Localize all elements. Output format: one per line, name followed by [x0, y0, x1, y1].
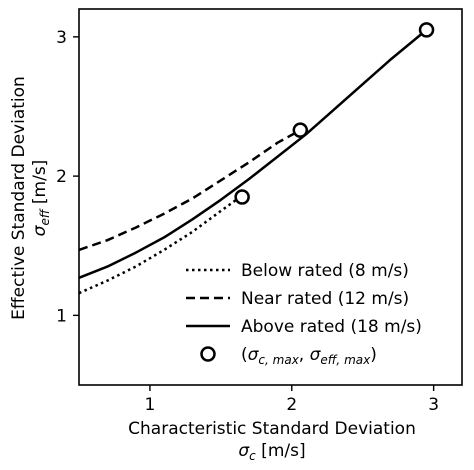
legend-swatch-marker: [200, 346, 216, 362]
max-point-marker: [292, 122, 309, 138]
legend: Below rated (8 m/s) Near rated (12 m/s) …: [186, 261, 422, 367]
marker-layer: [234, 22, 435, 205]
series-layer: [78, 28, 428, 295]
y-tick-label: 1: [56, 306, 67, 326]
series-below-rated-line: [78, 194, 243, 295]
series-near-rated-line: [78, 129, 301, 252]
max-point-marker: [234, 189, 250, 205]
series-above-rated-line: [78, 28, 428, 279]
y-tick-label: 3: [56, 28, 67, 48]
legend-marker-symbol-1: σ: [248, 345, 260, 365]
y-axis-label: Effective Standard Deviation: [9, 76, 29, 320]
legend-label-below: Below rated (8 m/s): [241, 261, 409, 281]
tick-layer: 1 2 3 1 2 3: [56, 28, 439, 415]
plot-frame: [78, 8, 463, 386]
x-tick-label: 3: [428, 395, 439, 415]
y-tick-label: 2: [56, 167, 67, 187]
y-axis-label-symbol: σeff [m/s]: [30, 160, 52, 237]
max-point-marker: [418, 22, 435, 38]
legend-marker-symbol-2: σ: [310, 345, 322, 365]
x-axis-label: Characteristic Standard Deviation: [128, 419, 416, 439]
legend-label-above: Above rated (18 m/s): [241, 317, 422, 337]
legend-label-near: Near rated (12 m/s): [241, 289, 409, 309]
legend-marker-sub-2: eff, max: [320, 353, 371, 367]
x-tick-label: 1: [145, 395, 156, 415]
x-tick-label: 2: [286, 395, 297, 415]
x-axis-label-symbol: σc [m/s]: [238, 441, 305, 463]
legend-marker-sub-1: c, max: [258, 353, 299, 367]
